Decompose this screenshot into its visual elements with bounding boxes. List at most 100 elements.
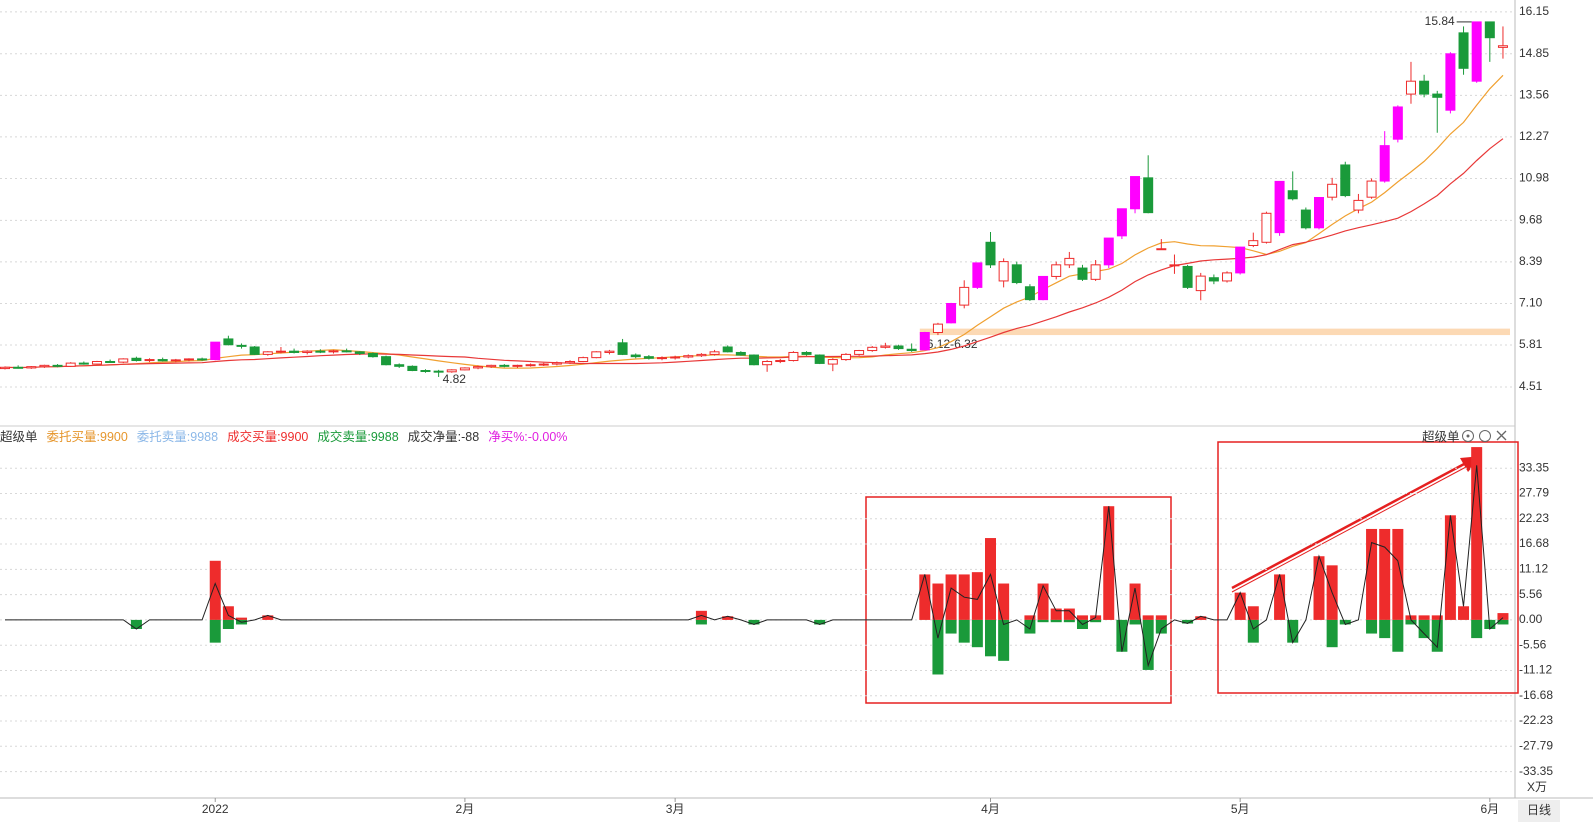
x-tick-label: 5月	[1231, 802, 1250, 816]
indicator-title: 超级单	[1422, 430, 1460, 444]
candle-body	[893, 345, 904, 350]
candle-body	[459, 367, 470, 371]
candle-body	[1353, 199, 1364, 211]
volume-bar	[722, 616, 734, 620]
volume-bar	[1379, 528, 1391, 620]
volume-bar	[1024, 619, 1036, 634]
candle-body	[932, 323, 943, 333]
candle-body	[1445, 53, 1456, 111]
candle-body	[1011, 264, 1022, 284]
candle-body	[1261, 212, 1272, 243]
indicator-stat: 委托买量:9900	[46, 430, 128, 444]
candle-body	[788, 351, 799, 362]
volume-bar	[1313, 556, 1325, 620]
volume-bar	[1431, 615, 1443, 620]
volume-bar	[971, 619, 983, 648]
indicator-stat: 净买%:-0.00%	[488, 430, 568, 444]
candle-body	[39, 364, 50, 368]
candle-body	[762, 360, 773, 366]
candle-body	[1156, 248, 1167, 251]
y-tick-label: 8.39	[1519, 254, 1543, 268]
candle-body	[1300, 209, 1311, 229]
volume-bar	[1326, 619, 1338, 648]
y-tick-label: 11.12	[1519, 562, 1548, 576]
candle-body	[91, 360, 102, 365]
indicator-icons[interactable]	[1460, 428, 1520, 444]
candle-body	[985, 241, 996, 266]
y-tick-label: -5.56	[1519, 637, 1547, 651]
trend-arrow	[1231, 461, 1467, 590]
y-tick-label: 0.00	[1519, 612, 1543, 626]
y-tick-label: 4.51	[1519, 379, 1543, 393]
candle-body	[1038, 275, 1049, 301]
settings-icon[interactable]	[1461, 429, 1474, 442]
candle-body	[840, 353, 851, 361]
volume-bar	[1234, 592, 1246, 620]
volume-bar	[1471, 619, 1483, 639]
volume-bar	[1155, 615, 1167, 620]
x-tick-label: 4月	[981, 802, 1000, 816]
volume-bar	[1366, 619, 1378, 634]
candle-body	[683, 355, 694, 358]
volume-bar	[1405, 619, 1417, 625]
candle-body	[1287, 190, 1298, 200]
y-tick-label: -11.12	[1519, 663, 1552, 677]
x-tick-label: 2022	[202, 802, 229, 816]
candle-body	[1366, 180, 1377, 198]
candle-body	[604, 350, 615, 353]
help-icon[interactable]	[1478, 429, 1491, 442]
candle-body	[1103, 237, 1114, 266]
candle-body	[1143, 177, 1154, 214]
candle-body	[289, 350, 300, 353]
candle-body	[13, 366, 24, 369]
volume-bar	[1037, 583, 1049, 620]
volume-bar	[1418, 615, 1430, 620]
candle-body	[1327, 183, 1338, 198]
volume-bar	[1063, 608, 1075, 620]
y-tick-label: 9.68	[1519, 213, 1543, 227]
trend-arrow	[1231, 466, 1467, 593]
candle-body	[591, 351, 602, 359]
candle-body	[105, 360, 116, 363]
volume-bar	[222, 619, 234, 630]
candle-body	[1340, 164, 1351, 197]
volume-bar	[209, 619, 221, 643]
indicator-stat: 成交卖量:9988	[317, 430, 399, 444]
candle-body	[972, 262, 983, 288]
volume-bar	[1050, 608, 1062, 620]
candle-body	[223, 338, 234, 346]
volume-bar	[1392, 619, 1404, 652]
candle-body	[394, 364, 405, 367]
volume-bar	[1024, 615, 1036, 620]
net-line	[5, 465, 1504, 668]
candle-body	[315, 350, 326, 353]
period-label[interactable]: 日线	[1527, 803, 1551, 817]
candle-body	[814, 354, 825, 364]
candle-body	[578, 357, 589, 362]
indicator-controls: 超级单	[1422, 427, 1520, 444]
volume-bar	[998, 619, 1010, 661]
candle-body	[1195, 275, 1206, 292]
candle-body	[906, 348, 917, 352]
candle-body	[381, 356, 392, 366]
candle-body	[0, 366, 10, 370]
candle-body	[1235, 246, 1246, 274]
candle-body	[486, 364, 497, 368]
candle-body	[1274, 180, 1285, 234]
candle-body	[538, 363, 549, 366]
candle-body	[735, 351, 746, 356]
volume-bar	[1497, 619, 1509, 625]
volume-bar	[1103, 506, 1115, 620]
period-tab[interactable]	[1518, 800, 1560, 822]
volume-bar	[985, 619, 996, 657]
candle-body	[801, 351, 812, 355]
candle-body	[617, 342, 628, 355]
close-icon[interactable]	[1496, 430, 1506, 440]
volume-bar	[209, 560, 221, 620]
candle-body	[341, 350, 352, 353]
y-tick-label: 14.85	[1519, 46, 1549, 60]
volume-bar	[1050, 619, 1062, 623]
candle-body	[512, 364, 523, 367]
candle-body	[1497, 45, 1508, 48]
